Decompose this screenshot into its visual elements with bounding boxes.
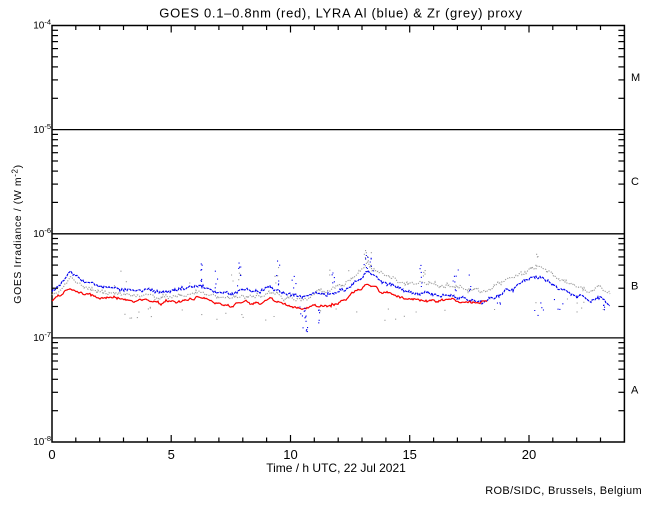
svg-text:M: M [631, 72, 640, 84]
svg-text:B: B [631, 280, 638, 292]
svg-text:C: C [631, 176, 639, 188]
svg-text:GOES 0.1–0.8nm (red), LYRA Al: GOES 0.1–0.8nm (red), LYRA Al (blue) & Z… [159, 6, 522, 21]
svg-text:15: 15 [402, 447, 416, 462]
svg-text:Time / h UTC, 22 Jul 2021: Time / h UTC, 22 Jul 2021 [266, 461, 406, 475]
svg-text:0: 0 [48, 447, 55, 462]
svg-text:ROB/SIDC, Brussels, Belgium: ROB/SIDC, Brussels, Belgium [485, 485, 642, 497]
svg-text:20: 20 [522, 447, 536, 462]
svg-text:10: 10 [283, 447, 297, 462]
svg-text:A: A [631, 384, 639, 396]
svg-text:5: 5 [168, 447, 175, 462]
svg-text:GOES Irradiance / (W m-2): GOES Irradiance / (W m-2) [11, 164, 25, 303]
